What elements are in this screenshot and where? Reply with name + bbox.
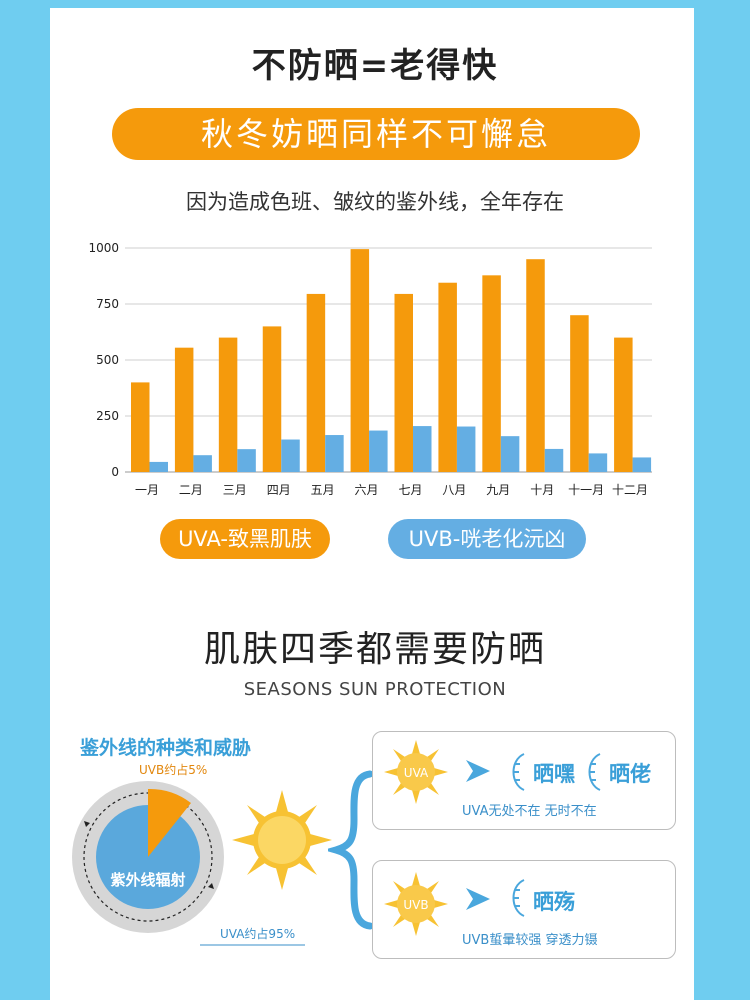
bar-uva-12 — [614, 337, 633, 472]
bar-uva-10 — [526, 259, 545, 472]
x-tick-label: 九月 — [486, 483, 510, 497]
x-tick-label: 四月 — [267, 483, 291, 497]
uvb-sun-label: UVB — [403, 898, 428, 912]
uva-effect-1: 晒嘿 — [533, 762, 575, 786]
arrowhead-icon — [84, 821, 90, 827]
x-tick-label: 十月 — [530, 483, 554, 497]
legend-uvb: UVB-咣老化沅凶 — [388, 519, 586, 559]
bar-uvb-2 — [193, 455, 212, 472]
x-tick-label: 七月 — [398, 483, 422, 497]
leader-lines — [200, 944, 305, 946]
uv-share-diagram: 紫外线辐射 — [72, 781, 224, 933]
bar-uvb-11 — [588, 453, 608, 472]
x-tick-label: 五月 — [311, 483, 335, 497]
bar-uva-1 — [131, 382, 150, 472]
section-title: 肌肤四季都需要防晒 — [203, 629, 546, 670]
bar-uva-11 — [570, 315, 589, 472]
x-tick-label: 二月 — [179, 483, 203, 497]
uva-effect-2: 晒佬 — [609, 762, 651, 786]
bar-uvb-6 — [369, 430, 388, 472]
bar-uvb-9 — [500, 436, 520, 472]
chart-grid — [125, 247, 652, 473]
bar-uvb-1 — [149, 461, 168, 472]
wave-icon — [512, 753, 525, 791]
legend-uva: UVA-致黑肌肤 — [160, 519, 330, 559]
wave-icon — [588, 753, 601, 791]
x-tick-labels: 一月 二月 三月 四月 五月 六月 七月 八月 九月 十月 十一月 十二月 — [135, 483, 648, 497]
page-title: 不防晒=老得快 — [251, 46, 499, 86]
y-tick-label: 0 — [111, 465, 119, 479]
arrow-right-icon — [466, 760, 490, 782]
bar-uvb-4 — [281, 439, 300, 472]
uvb-caption: UVB蜇暈较强 穿透力镊 — [462, 933, 598, 948]
bar-uva-6 — [350, 249, 370, 472]
uvb-slice — [148, 788, 191, 857]
arrow-right-icon — [466, 888, 490, 910]
y-tick-labels: 0 250 500 750 1000 — [88, 241, 119, 479]
x-tick-label: 十一月 — [568, 483, 604, 497]
x-tick-label: 三月 — [223, 483, 247, 497]
uvb-share-label: UVB约占5% — [139, 763, 208, 777]
bar-uvb-10 — [544, 448, 564, 472]
y-tick-label: 750 — [96, 297, 119, 311]
uva-sun-icon: UVA — [384, 740, 448, 804]
bar-uvb-8 — [456, 426, 476, 472]
bar-uvb-7 — [413, 426, 432, 472]
section-subtitle: SEASONS SUN PROTECTION — [243, 679, 507, 700]
x-tick-label: 十二月 — [612, 483, 648, 497]
uva-share-label: UVA约占95% — [220, 927, 296, 941]
bar-uvb-5 — [325, 435, 344, 472]
wave-icon — [512, 879, 525, 917]
bar-uvb-3 — [237, 449, 256, 472]
y-tick-label: 1000 — [88, 241, 119, 255]
bar-uvb-12 — [632, 457, 652, 472]
y-tick-label: 500 — [96, 353, 119, 367]
chart-bars — [131, 249, 652, 472]
uva-caption: UVA无处不在 无时不在 — [462, 804, 597, 819]
bar-uva-8 — [438, 282, 457, 472]
bar-uva-9 — [482, 275, 501, 472]
chart-subtitle: 因为造成色班、皱纹的鉴外线，全年存在 — [186, 190, 564, 214]
arrowhead-icon — [208, 883, 214, 889]
x-tick-label: 六月 — [355, 483, 379, 497]
bar-uva-4 — [262, 326, 282, 472]
bar-chart: 0 250 500 750 1000 一月 二月 三月 四月 五月 六月 七月 八月 九月 十月 十一月 十二… — [88, 241, 652, 497]
uv-types-heading: 鉴外线的种类和威胁 — [80, 737, 252, 759]
bar-uva-3 — [218, 337, 238, 472]
y-tick-label: 250 — [96, 409, 119, 423]
bar-uva-7 — [394, 293, 413, 472]
bar-uva-5 — [306, 293, 326, 472]
banner: 秋冬妨晒同样不可懈怠 — [112, 108, 640, 160]
brace-icon — [328, 770, 374, 930]
uvb-sun-icon: UVB — [384, 872, 448, 936]
uva-sun-label: UVA — [404, 766, 429, 780]
uvb-effect-1: 晒殇 — [533, 890, 575, 914]
bar-uva-2 — [174, 347, 194, 472]
x-tick-label: 八月 — [442, 483, 466, 497]
sun-icon — [232, 790, 332, 890]
x-tick-label: 一月 — [135, 483, 159, 497]
pie-center-label: 紫外线辐射 — [110, 871, 185, 889]
